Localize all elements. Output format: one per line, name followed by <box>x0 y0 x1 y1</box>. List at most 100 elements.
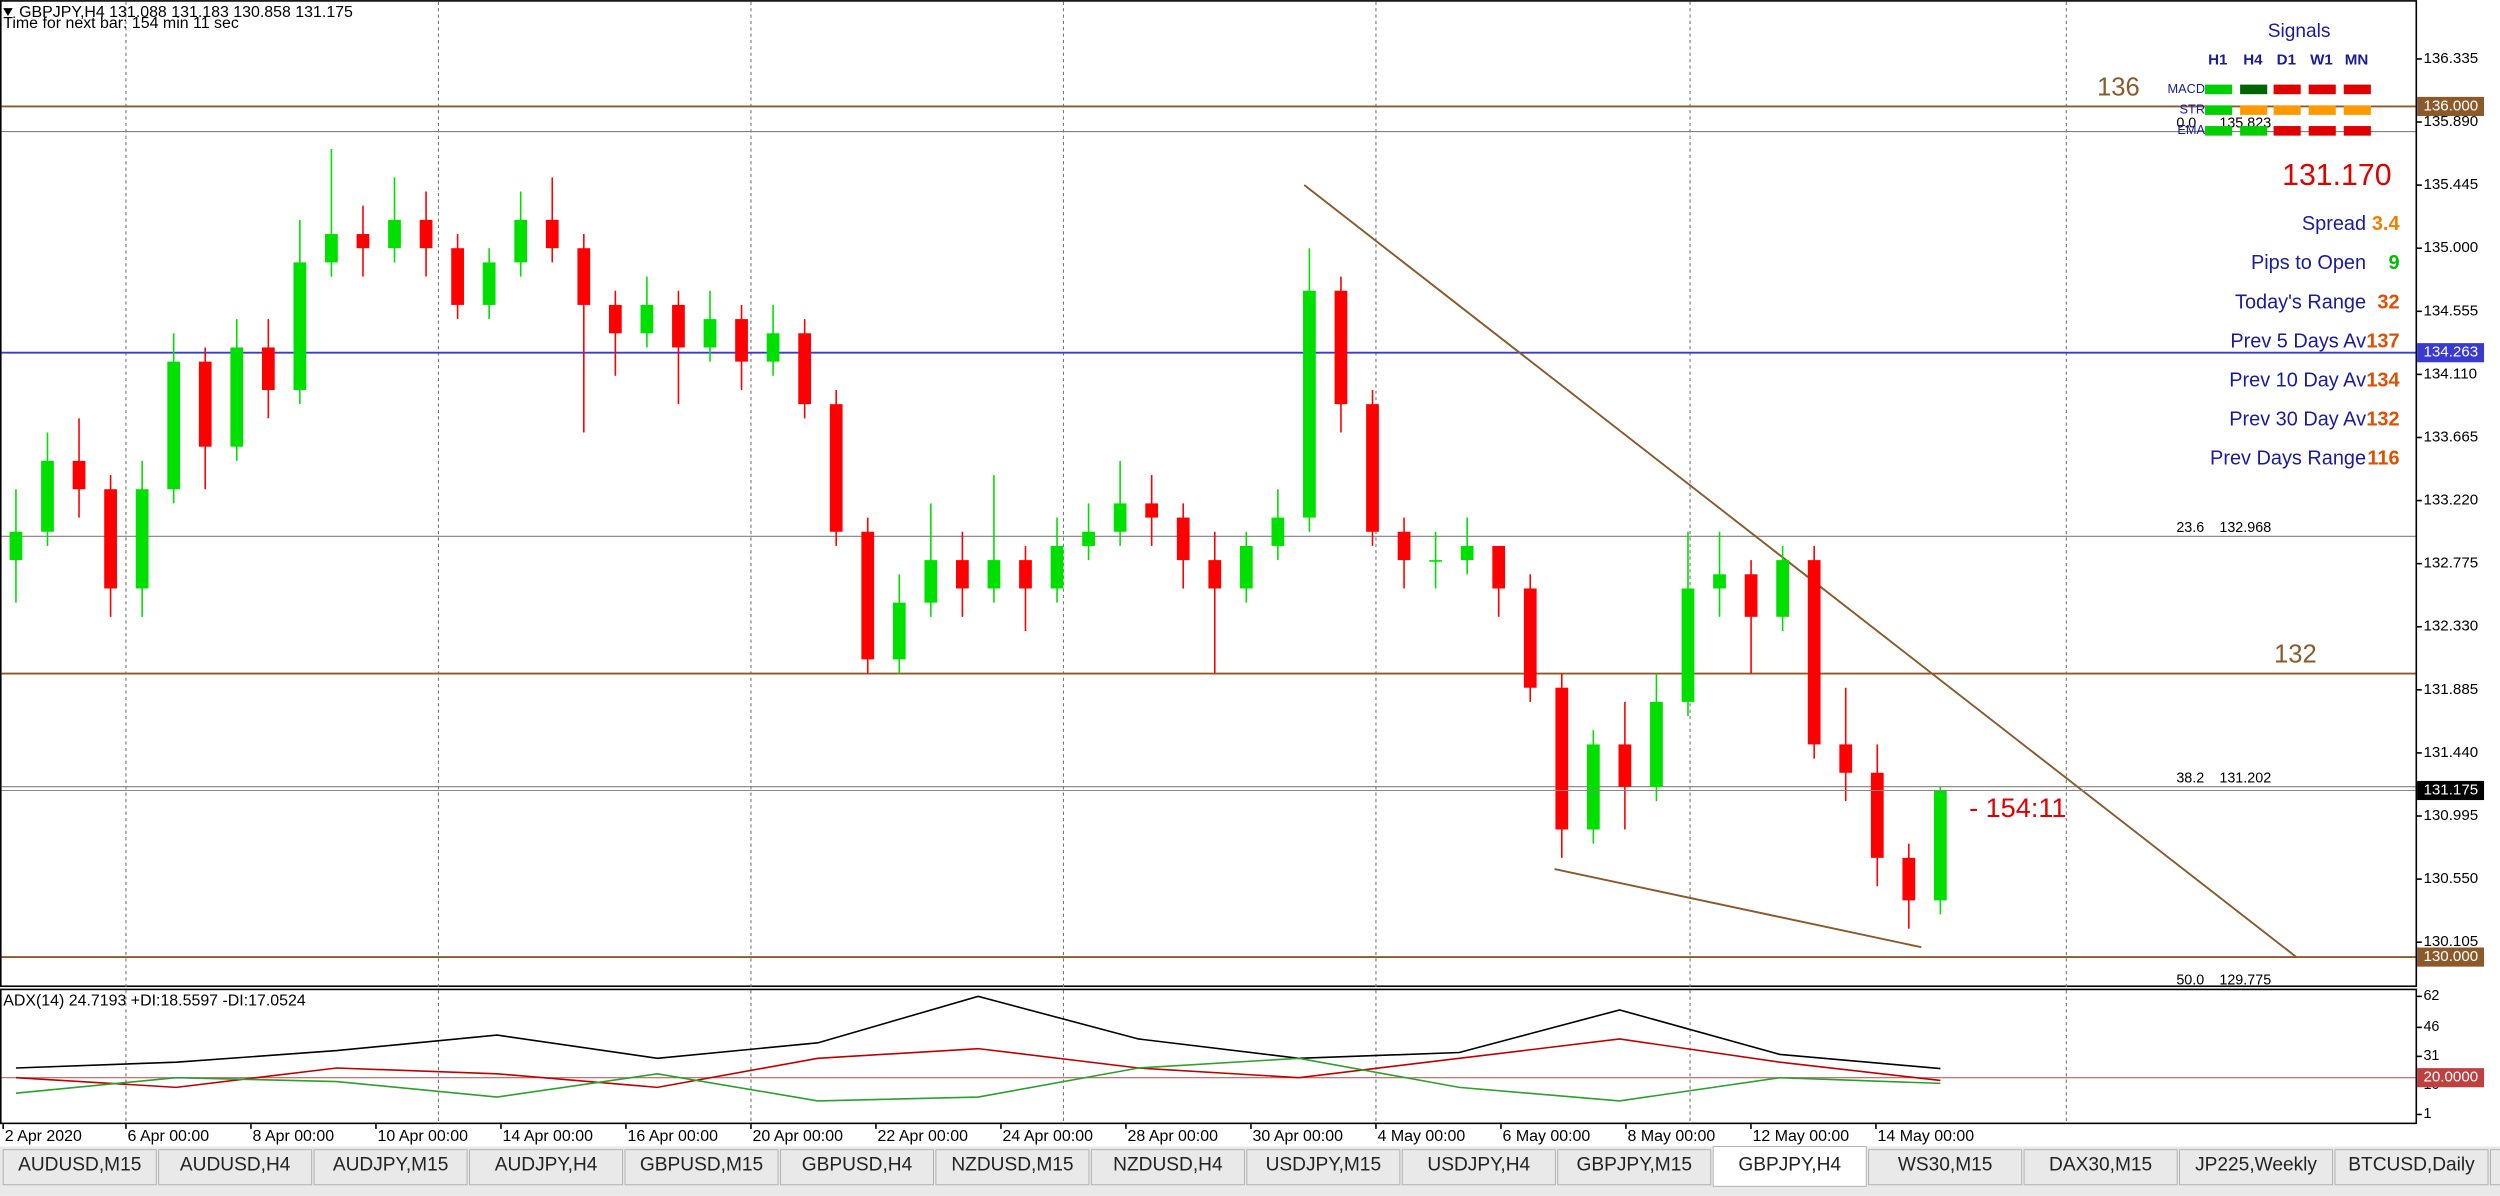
indicator: 62463116120.0000 <box>1 988 2485 1122</box>
stat-value: 3.4 <box>2372 213 2400 235</box>
tab[interactable] <box>2334 1149 2489 1186</box>
level-tag: 136 <box>2097 74 2140 102</box>
x-tick-label: 16 Apr 00:00 <box>628 1128 719 1145</box>
candle-body <box>1334 290 1348 405</box>
indicator-line <box>15 1038 1941 1089</box>
time-axis: 2 Apr 2020 6 Apr 00:00 8 Apr 00:00 10 Apr 0… <box>2 1124 1975 1145</box>
tab-label[interactable]: AUDUSD,H4 <box>180 1155 291 1176</box>
price-panel-frame <box>0 0 2418 988</box>
y-tick-label: 134.555 <box>2423 302 2478 319</box>
candle-body <box>861 531 875 660</box>
stat-value: 137 <box>2366 330 2399 352</box>
candle-body <box>1839 744 1853 773</box>
tab[interactable] <box>469 1149 624 1186</box>
current-price-label: 131.175 <box>2423 781 2478 798</box>
countdown: - 154:11 <box>1969 792 2066 823</box>
signals-price: 131.170 <box>2282 159 2391 192</box>
tab[interactable] <box>1246 1149 1401 1186</box>
candle-body <box>1492 545 1506 589</box>
y-tick-label: 132.775 <box>2423 555 2478 572</box>
tab[interactable] <box>2023 1149 2178 1186</box>
tab[interactable] <box>313 1149 468 1186</box>
stat-value: 134 <box>2366 369 2399 391</box>
signal-column: H4 <box>2243 52 2263 69</box>
y-tick-label: 31 <box>2423 1048 2439 1064</box>
y-tick-label: 130.105 <box>2423 933 2478 950</box>
tab-label[interactable]: NZDUSD,M15 <box>951 1155 1073 1176</box>
tab-label[interactable]: JP225,Weekly <box>2195 1155 2317 1176</box>
tab[interactable] <box>158 1149 313 1186</box>
tab[interactable] <box>1401 1149 1556 1186</box>
indicator-line <box>15 995 1941 1070</box>
tabs: AUDUSD,M15 AUDUSD,H4 AUDJPY,M15 AUDJPY,H4 GB… <box>2 1145 2500 1187</box>
candle-body <box>1176 517 1190 561</box>
tab[interactable] <box>1868 1149 2023 1186</box>
x-tick-label: 14 May 00:00 <box>1878 1128 1975 1145</box>
tab[interactable] <box>2489 1149 2500 1186</box>
candle-body <box>388 219 401 249</box>
tab-label[interactable]: NZDUSD,H4 <box>1113 1155 1223 1176</box>
y-tick-label: 130.995 <box>2423 807 2478 824</box>
tab-label[interactable]: AUDJPY,M15 <box>333 1155 449 1176</box>
tab[interactable] <box>1090 1149 1245 1186</box>
tab-label[interactable]: BTCUSD,Daily <box>2348 1155 2475 1176</box>
signals-panel: Signals H1 H4 D1 W1 MN MACD STR EMA 131.170 Spread… <box>2167 21 2399 470</box>
candle-body <box>892 602 906 660</box>
candle-body <box>766 333 780 362</box>
candle-body <box>356 234 370 249</box>
tab-label[interactable]: AUDJPY,H4 <box>495 1155 598 1176</box>
signal-box <box>2240 126 2268 136</box>
tab-label[interactable]: GBPJPY,M15 <box>1576 1155 1692 1176</box>
signal-box <box>2240 105 2268 115</box>
candle-body <box>1555 687 1569 830</box>
candle-body <box>1933 790 1947 901</box>
candle-body <box>798 333 812 405</box>
x-tick-label: 6 Apr 00:00 <box>128 1128 210 1145</box>
y-tick-label: 135.000 <box>2423 239 2478 256</box>
tab[interactable] <box>935 1149 1090 1186</box>
tab[interactable] <box>2 1149 157 1186</box>
fib-value: 129.775 <box>2219 972 2271 988</box>
candle-body <box>1744 574 1758 617</box>
signal-box <box>2240 84 2268 95</box>
symbol-line: GBPJPY,H4 131.088 131.183 130.858 131.17… <box>19 4 353 21</box>
candle-body <box>956 560 969 589</box>
tab[interactable] <box>1712 1145 1867 1187</box>
tab-label[interactable]: GBPUSD,M15 <box>640 1155 763 1176</box>
signal-box <box>2343 126 2371 136</box>
signal-box <box>2205 84 2233 95</box>
tab-label[interactable]: DAX30,M15 <box>2049 1155 2152 1176</box>
stat-label: Prev 10 Day Av <box>2229 369 2366 391</box>
tab-label[interactable]: GBPUSD,H4 <box>802 1155 913 1176</box>
candle-body <box>72 460 86 490</box>
tab-label[interactable]: GBPJPY,H4 <box>1738 1155 1841 1176</box>
x-tick-label: 12 May 00:00 <box>1753 1128 1850 1145</box>
signal-box <box>2308 105 2336 115</box>
price-box-label: 134.263 <box>2423 344 2478 361</box>
tab[interactable] <box>2179 1149 2334 1186</box>
candle-body <box>1082 531 1095 546</box>
tab-label[interactable]: WS30,M15 <box>1898 1155 1993 1176</box>
tab[interactable] <box>624 1149 779 1186</box>
candle-body <box>1019 560 1032 589</box>
indicator-label: ADX(14) 24.7193 +DI:18.5597 -DI:17.0524 <box>3 993 306 1010</box>
y-tick-label: 131.885 <box>2423 681 2478 698</box>
tab[interactable] <box>779 1149 934 1186</box>
tab-label[interactable]: AUDUSD,M15 <box>18 1155 141 1176</box>
signal-box <box>2308 84 2336 95</box>
tab[interactable] <box>1557 1149 1712 1186</box>
signal-row-label: STR <box>2180 101 2206 116</box>
y-tick-label: 133.665 <box>2423 428 2478 445</box>
candle-body <box>9 531 23 561</box>
x-tick-label: 14 Apr 00:00 <box>503 1128 594 1145</box>
tab-label[interactable]: USDJPY,M15 <box>1266 1155 1382 1176</box>
candle-body <box>1807 560 1821 745</box>
candle-body <box>1366 404 1379 532</box>
fib-value: 132.968 <box>2219 520 2271 536</box>
tab-label[interactable]: USDJPY,H4 <box>1427 1155 1530 1176</box>
candle-body <box>987 560 1001 589</box>
candle-body <box>198 361 212 447</box>
signal-row-label: EMA <box>2177 122 2205 137</box>
collapse-icon[interactable] <box>3 8 13 17</box>
